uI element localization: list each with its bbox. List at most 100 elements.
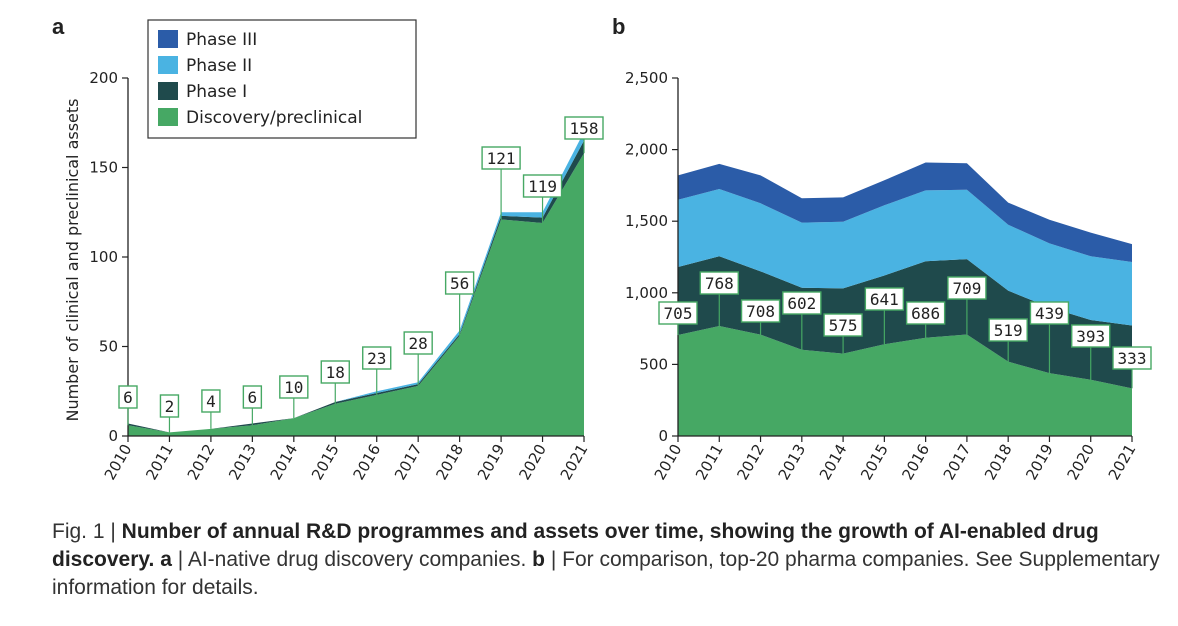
x-tick-label: 2011 [142,441,177,483]
data-label: 705 [664,304,693,323]
data-label-box [947,276,987,300]
data-label: 158 [570,119,599,138]
data-label: 4 [206,392,216,411]
data-label: 121 [487,149,516,168]
x-tick-label: 2015 [308,441,343,483]
y-tick-label: 2,500 [625,69,668,87]
caption-b-label: b [532,548,545,571]
x-tick-label: 2012 [733,441,768,483]
x-tick-label: 2021 [1105,441,1140,483]
y-tick-label: 0 [658,427,668,445]
data-label: 641 [870,290,899,309]
data-label-box [159,394,180,418]
area-discovery [678,326,1132,436]
x-tick-label: 2021 [557,441,592,483]
data-label-box [740,299,781,323]
x-tick-label: 2012 [184,441,219,483]
y-tick-label: 1,500 [625,212,668,230]
data-label: 709 [952,279,981,298]
x-tick-label: 2013 [775,441,810,483]
x-tick-label: 2014 [267,441,302,483]
data-label: 393 [1076,327,1105,346]
x-tick-label: 2011 [692,441,727,483]
data-label-box [564,116,604,140]
x-tick-label: 2013 [225,441,260,483]
data-label-box [320,360,350,384]
area-discovery [128,153,584,436]
y-tick-label: 1,000 [625,284,668,302]
x-tick-label: 2015 [857,441,892,483]
area-phase3 [678,162,1132,263]
data-label-box [522,174,563,198]
legend-swatch-phase3 [158,30,178,48]
data-label: 18 [326,363,345,382]
x-tick-label: 2010 [651,441,686,483]
data-label-box [1071,324,1111,348]
data-label: 686 [911,304,940,323]
legend-label-phase2: Phase II [186,56,252,76]
data-label-box [242,385,263,409]
data-label-box [279,375,309,399]
data-label: 6 [123,388,133,407]
legend-label-phase1: Phase I [186,82,247,102]
x-tick-label: 2017 [391,441,426,483]
data-label: 439 [1035,304,1064,323]
data-label: 23 [367,349,386,368]
x-tick-label: 2019 [1022,441,1057,483]
data-label: 2 [165,397,175,416]
caption-a-text: | AI-native drug discovery companies. [171,548,533,571]
legend-label-discovery: Discovery/preclinical [186,108,362,128]
legend-box [147,19,417,139]
x-tick-label: 2016 [898,441,933,483]
x-tick-label: 2017 [940,441,975,483]
data-label-box [481,146,521,170]
y-tick-label: 500 [639,355,668,373]
data-label-box [864,287,905,311]
x-tick-label: 2018 [981,441,1016,483]
data-label-box [658,301,698,325]
data-label: 28 [409,334,428,353]
legend-swatch-discovery [158,108,178,126]
data-label: 119 [528,177,557,196]
data-label: 519 [994,321,1023,340]
y-tick-label: 200 [89,69,118,87]
figure-caption: Fig. 1 | Number of annual R&D programmes… [52,518,1162,602]
y-tick-label: 2,000 [625,141,668,159]
x-tick-label: 2016 [350,441,385,483]
data-label: 56 [450,274,469,293]
x-tick-label: 2019 [474,441,509,483]
data-label: 602 [787,294,816,313]
area-phase1 [678,256,1132,389]
data-label-box [1029,301,1070,325]
data-label-box [988,318,1028,342]
x-tick-label: 2010 [101,441,136,483]
x-tick-label: 2018 [432,441,467,483]
data-label-box [403,331,433,355]
legend-swatch-phase2 [158,56,178,74]
panel-b-letter: b [612,14,625,39]
panel-a-letter: a [52,14,65,39]
data-label: 6 [248,388,258,407]
legend-swatch-phase1 [158,82,178,100]
legend: Phase III Phase II Phase I Discovery/precli… [147,19,417,139]
y-axis-title: Number of clinical and preclinical asset… [63,98,82,421]
data-label-box [362,346,392,370]
caption-b-text: | For comparison, top-20 pharma companie… [52,548,1160,599]
legend-label-phase3: Phase III [186,30,257,50]
data-label: 708 [746,302,775,321]
data-label: 333 [1118,349,1147,368]
data-label-box [823,313,863,337]
data-label-box [699,271,739,295]
caption-a-label: a [160,548,172,571]
x-tick-label: 2014 [816,441,851,483]
data-label-box [1112,346,1152,370]
x-tick-label: 2020 [515,441,550,483]
data-label: 10 [284,378,303,397]
data-label-box [118,385,138,409]
data-label-box [444,271,475,295]
data-label-box [905,301,946,325]
data-label-box [201,389,221,413]
